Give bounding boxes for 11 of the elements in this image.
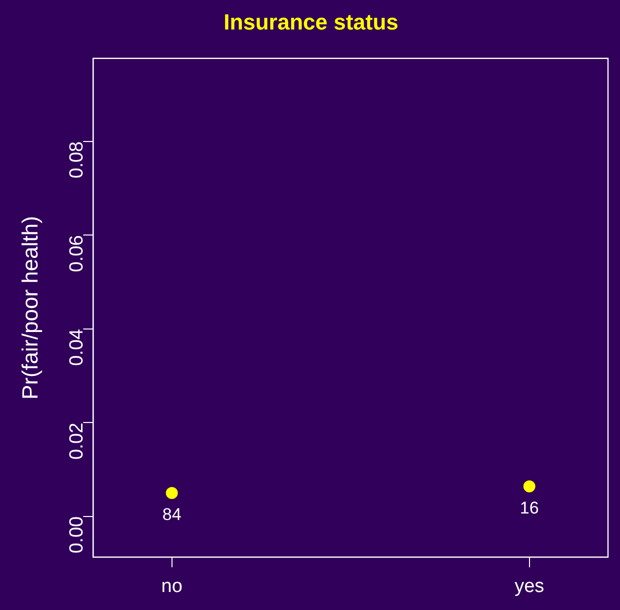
y-axis-title: Pr(fair/poor health) xyxy=(17,216,42,400)
y-tick-label: 0.00 xyxy=(66,516,88,554)
x-tick-label: yes xyxy=(514,576,544,597)
annotation: 84 xyxy=(162,505,182,524)
y-tick-label: 0.04 xyxy=(66,328,88,366)
y-tick-label: 0.08 xyxy=(66,141,88,178)
y-tick-label: 0.02 xyxy=(66,422,88,460)
x-tick-label: no xyxy=(161,576,182,597)
annotation: 16 xyxy=(520,498,539,518)
chart-title: Insurance status xyxy=(224,9,398,34)
y-tick-label: 0.06 xyxy=(66,235,88,272)
